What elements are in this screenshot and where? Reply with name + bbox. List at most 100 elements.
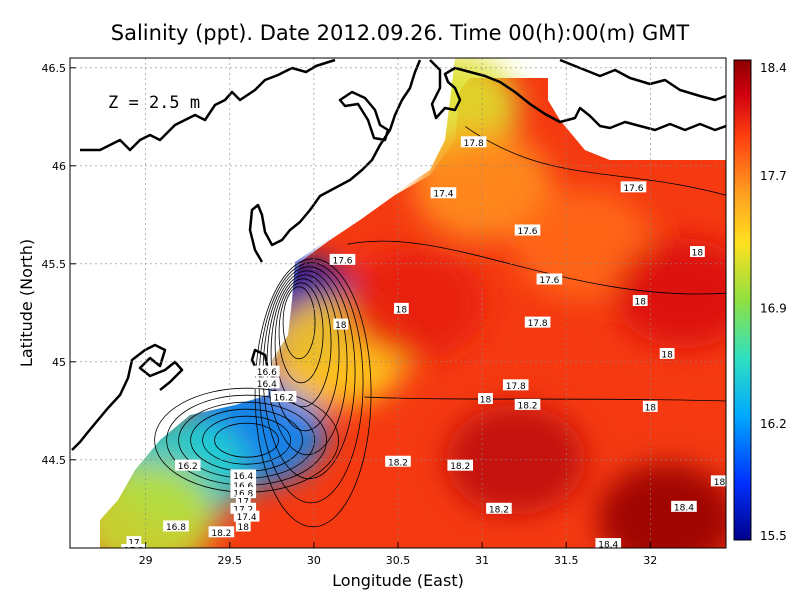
x-axis-ticks: 29 29.5 30 30.5 31 31.5 32	[139, 542, 657, 567]
y-tick-label: 45	[52, 356, 66, 369]
contour-label: 17	[235, 494, 251, 507]
contour-label: 17.6	[514, 224, 541, 237]
contour-label-text: 16.4	[233, 472, 253, 482]
contour-label-text: 18	[692, 249, 704, 259]
contour-label-box	[230, 479, 257, 491]
contour-label-box	[235, 494, 251, 506]
contour-label-text: 17	[128, 539, 139, 549]
contour-label-text: 18	[396, 305, 408, 315]
contour-label: 18	[690, 246, 705, 259]
contour-line	[214, 422, 280, 458]
contour-label-box	[595, 538, 622, 548]
contour-label: 18.4	[595, 538, 622, 551]
contour-label: 18	[478, 393, 493, 406]
contour-label-text: 18.2	[211, 529, 231, 539]
contour-label-box	[270, 391, 297, 403]
chart-title: Salinity (ppt). Date 2012.09.26. Time 00…	[111, 21, 690, 45]
colorbar-tick-label: 16.9	[760, 301, 787, 315]
contour-label: 17.8	[524, 316, 551, 329]
contour-label-text: 18	[238, 523, 250, 533]
contour-label-box	[430, 187, 457, 199]
contour-lines	[154, 126, 726, 528]
contour-label-box	[447, 459, 474, 471]
contour-label-text: 16.8	[166, 523, 186, 533]
contour-label-box	[254, 377, 280, 389]
contour-label: 17.6	[620, 181, 647, 194]
contour-label: 18.	[710, 475, 728, 488]
x-tick-label: 31.5	[554, 554, 579, 567]
contour-label: 18.4	[671, 500, 697, 513]
contour-line	[202, 415, 292, 465]
x-tick-label: 30.5	[386, 554, 411, 567]
contour-label: 16.8	[230, 487, 257, 500]
contour-label-box	[208, 526, 235, 538]
contour-label: 18.2	[447, 459, 474, 472]
grid-lines	[70, 58, 726, 548]
contour-label-text: 17.6	[623, 184, 643, 194]
contour-label: 17.6	[536, 273, 563, 286]
contour-label-text: 16.6	[257, 368, 277, 378]
contour-label-box	[502, 379, 529, 391]
contour-label-text: 17.8	[506, 382, 526, 392]
contour-label-text: 18	[335, 321, 347, 331]
contour-label-box	[333, 318, 349, 330]
field-region-8	[344, 248, 485, 358]
contour-label-box	[710, 475, 726, 487]
y-tick-label: 44.5	[42, 454, 67, 467]
contour-label: 16.6	[254, 365, 280, 378]
depth-annotation: Z = 2.5 m	[108, 93, 200, 113]
contour-label-text: 18.2	[517, 401, 537, 411]
contour-label-text: 17.8	[528, 319, 548, 329]
contour-line	[254, 258, 372, 528]
contour-label: 17.2	[230, 502, 257, 515]
contour-label-text: 16.4	[257, 380, 277, 390]
contour-line	[274, 278, 332, 408]
x-tick-label: 32	[643, 554, 657, 567]
contour-label-text: 18	[634, 298, 646, 308]
contour-line	[282, 286, 316, 360]
contour-label-text: 18.2	[489, 505, 509, 515]
contour-label-text: 18	[661, 350, 673, 360]
contour-label-text: 17.2	[233, 505, 253, 515]
contour-label: 18.2	[385, 455, 411, 468]
contour-label-text: 17.6	[517, 227, 537, 237]
contour-label-box	[121, 543, 147, 548]
contour-label: 18	[659, 347, 675, 360]
contour-labels: 17.8 17.4 17.6 17.6 17.6 17.6 18 18 18 18 17.8 18 17…	[121, 136, 728, 556]
contour-label-box	[174, 459, 201, 471]
contour-label-box	[524, 316, 551, 328]
contour-line	[270, 274, 340, 432]
colorbar-tick-label: 16.2	[760, 417, 787, 431]
contour-label-box	[478, 393, 493, 405]
x-tick-label: 29.5	[218, 554, 243, 567]
contour-label: 17.8	[460, 136, 487, 149]
contour-label: 17.6	[329, 253, 356, 266]
contour-label-text: 16.6	[233, 482, 253, 492]
land-mask-north	[548, 58, 726, 160]
colorbar-tick-label: 18.4	[760, 61, 787, 75]
contour-label-box	[659, 347, 675, 359]
field-region-10	[597, 463, 726, 548]
contour-label: 17.8	[502, 379, 529, 392]
contour-label-text: 16.8	[233, 490, 253, 500]
y-tick-label: 45.5	[42, 258, 67, 271]
contour-label-text: 17.4	[237, 513, 257, 523]
contour-label: 18.2	[208, 526, 235, 539]
contour-label: 18	[393, 302, 409, 315]
contour-label: 16.2	[174, 459, 201, 472]
contour-label: 17.2	[121, 543, 147, 556]
contour-label: 18	[642, 400, 658, 413]
contour-line	[465, 126, 726, 196]
contour-label-text: 18.	[714, 478, 728, 488]
contour-label: 18	[333, 318, 349, 331]
contour-label-text: 17.2	[124, 546, 144, 556]
contour-label-box	[393, 302, 409, 314]
contour-label-text: 18.4	[598, 541, 618, 551]
contour-label: 16.8	[163, 520, 189, 533]
contour-label-box	[329, 253, 356, 265]
contour-label-text: 18.2	[450, 462, 470, 472]
coastline	[71, 58, 726, 451]
contour-label-text: 17.8	[464, 139, 484, 149]
contour-label-box	[620, 181, 647, 193]
